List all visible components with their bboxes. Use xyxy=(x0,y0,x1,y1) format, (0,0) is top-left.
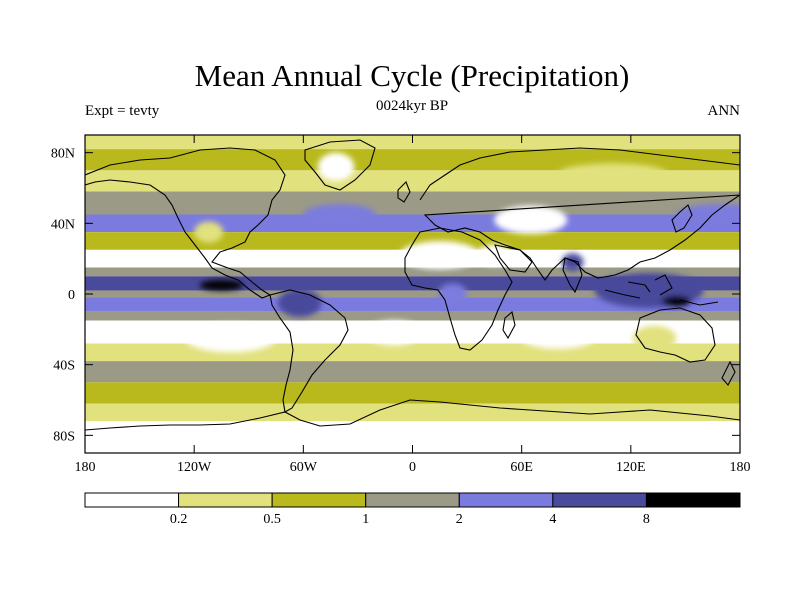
colorbar-swatch xyxy=(552,492,647,508)
coast-maritime-continent xyxy=(604,274,719,306)
coast-india xyxy=(562,257,583,294)
x-tick-label: 120W xyxy=(177,460,212,475)
coast-arabia xyxy=(494,244,533,273)
colorbar-swatch xyxy=(365,492,460,508)
y-tick-label: 80N xyxy=(51,147,75,162)
colorbar-swatch xyxy=(84,492,180,508)
coast-new-zealand xyxy=(721,360,736,386)
region-sahara xyxy=(399,241,480,270)
colorbar: 0.2 0.5 1 2 4 8 xyxy=(84,492,741,527)
region-south-pacific-high xyxy=(185,324,277,353)
zonal-band xyxy=(85,149,740,171)
coast-british-isles xyxy=(397,181,411,203)
zonal-band xyxy=(85,267,740,277)
zonal-band xyxy=(85,191,740,215)
region-indian-ocean-south xyxy=(521,327,595,349)
y-tick-label: 0 xyxy=(68,288,75,303)
y-tick-label: 80S xyxy=(53,429,75,444)
coast-africa xyxy=(404,227,513,351)
region-north-america-west xyxy=(194,221,224,243)
coast-greenland xyxy=(304,139,376,191)
region-siberia-dry xyxy=(558,163,668,185)
x-tick-label: 0 xyxy=(409,460,416,475)
coast-madagascar xyxy=(502,310,516,340)
colorbar-label: 8 xyxy=(643,512,650,527)
x-tick-label: 60W xyxy=(290,460,318,475)
coastlines xyxy=(85,139,740,431)
y-axis: 80N 40N 0 40S 80S xyxy=(51,147,740,444)
coast-japan xyxy=(671,204,693,233)
y-tick-label: 40N xyxy=(51,217,75,232)
x-tick-label: 180 xyxy=(75,460,96,475)
x-tick-label: 60E xyxy=(510,460,533,475)
region-india-monsoon xyxy=(561,253,584,272)
x-axis: 180 120W 60W 0 60E 120E 180 xyxy=(75,135,751,475)
colorbar-swatch xyxy=(458,492,554,508)
region-greenland xyxy=(317,152,355,181)
colorbar-label: 4 xyxy=(549,512,556,527)
coast-north-america xyxy=(85,147,286,299)
season-label: ANN xyxy=(708,103,741,119)
zonal-band xyxy=(85,311,740,321)
region-maritime-continent-max xyxy=(661,295,691,307)
region-central-asia xyxy=(494,205,568,234)
region-south-atlantic-high xyxy=(367,320,422,346)
colorbar-label: 0.2 xyxy=(170,512,188,527)
coast-australia xyxy=(635,307,716,363)
zonal-band xyxy=(85,232,740,250)
y-tick-label: 40S xyxy=(53,359,75,374)
period-label: 0024kyr BP xyxy=(376,98,448,114)
colorbar-label: 2 xyxy=(456,512,463,527)
experiment-label: Expt = tevty xyxy=(85,103,160,119)
colorbar-swatch xyxy=(271,492,367,508)
zonal-band xyxy=(85,214,740,233)
region-congo xyxy=(437,283,468,305)
colorbar-swatch xyxy=(645,492,741,508)
zonal-band xyxy=(85,361,740,383)
colorbar-swatch xyxy=(178,492,273,508)
region-north-atlantic-storm xyxy=(303,203,377,226)
figure-title: Mean Annual Cycle (Precipitation) xyxy=(195,58,630,93)
region-north-pacific-storm xyxy=(676,203,740,226)
coast-antarctica xyxy=(85,399,740,431)
zonal-band xyxy=(85,290,740,298)
colorbar-label: 0.5 xyxy=(263,512,281,527)
zonal-band xyxy=(85,297,740,312)
zonal-band xyxy=(85,403,740,422)
region-tropical-east-pacific-max xyxy=(199,279,244,291)
region-australia xyxy=(632,325,677,351)
x-tick-label: 180 xyxy=(730,460,751,475)
x-tick-label: 120E xyxy=(616,460,646,475)
zonal-band xyxy=(85,382,740,404)
colorbar-label: 1 xyxy=(362,512,369,527)
coast-south-america xyxy=(269,289,349,413)
precipitation-field xyxy=(85,135,740,453)
